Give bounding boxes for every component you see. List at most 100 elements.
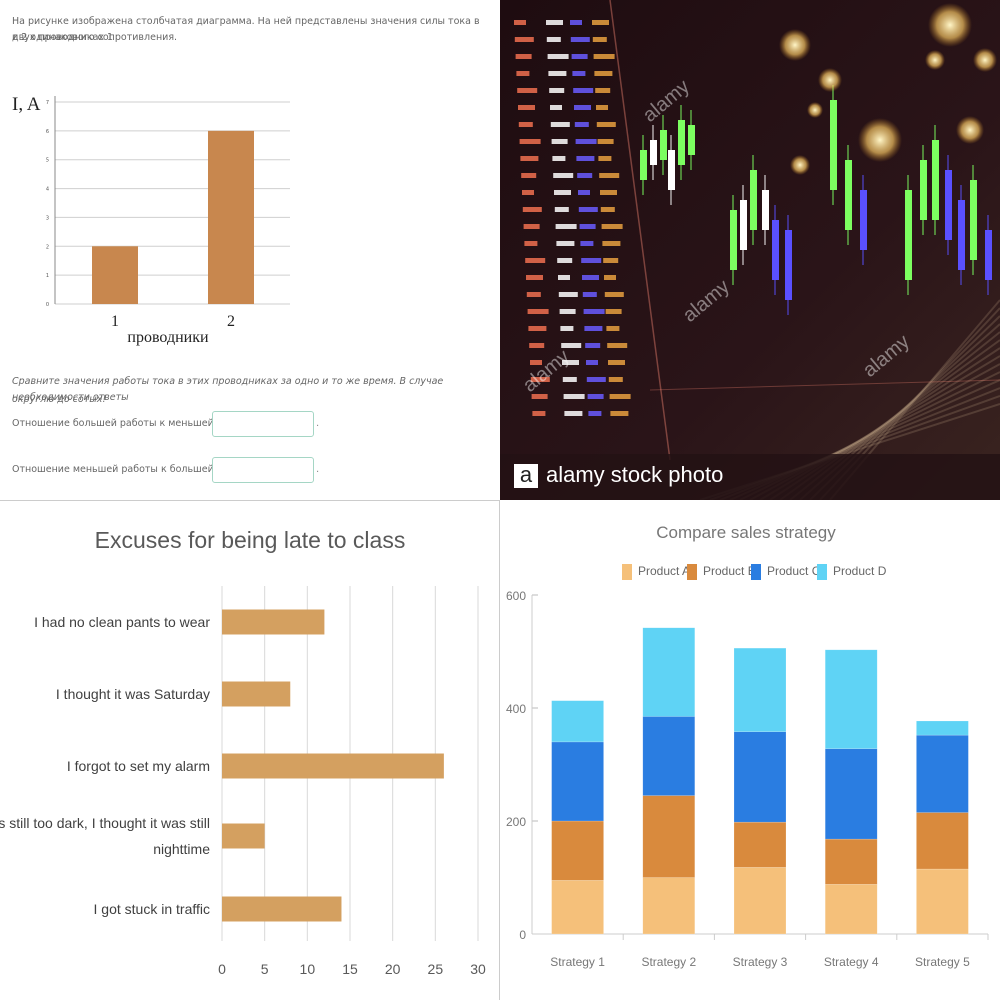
y-tick-label: 6 xyxy=(46,129,49,135)
ticker-number xyxy=(580,241,594,246)
ticker-number xyxy=(547,54,569,59)
y-tick-label: 0 xyxy=(46,302,49,308)
candlestick xyxy=(660,130,667,160)
bar-conductor-2 xyxy=(208,130,254,304)
bar-excuse-1 xyxy=(222,609,325,635)
ticker-number xyxy=(570,20,582,25)
ticker-number xyxy=(550,105,562,110)
ticker-number xyxy=(582,292,597,297)
bokeh-light xyxy=(973,48,997,72)
x-tick-label: Strategy 2 xyxy=(641,955,696,969)
ticker-number xyxy=(581,258,602,263)
ticker-number xyxy=(561,343,582,348)
ticker-number xyxy=(532,411,546,416)
y-tick-label: 600 xyxy=(506,589,526,603)
ticker-number xyxy=(548,71,567,76)
ticker-number xyxy=(553,173,574,178)
bokeh-light xyxy=(807,102,823,118)
ticker-number xyxy=(579,224,596,229)
x-tick-label: 5 xyxy=(261,961,269,977)
bokeh-light xyxy=(925,50,945,70)
x-tick-label: 0 xyxy=(218,961,226,977)
x-tick-label: 2 xyxy=(227,313,235,330)
bokeh-light xyxy=(858,118,902,162)
intro-line-1: На рисунке изображена столбчатая диаграм… xyxy=(12,16,480,43)
bokeh-light xyxy=(818,68,842,92)
x-tick-label: 25 xyxy=(428,961,444,977)
bar-excuse-5 xyxy=(222,896,342,922)
ticker-number xyxy=(564,411,583,416)
ticker-number xyxy=(592,20,609,25)
bar-segment-product-d xyxy=(916,720,969,736)
field1-label: Отношение большей работы к меньшей равно xyxy=(12,418,247,429)
field1-suffix: . xyxy=(316,418,320,429)
candlestick xyxy=(750,170,757,230)
x-tick-label: 10 xyxy=(300,961,316,977)
y-tick-label: 1 xyxy=(46,273,49,279)
ticker-number xyxy=(514,37,534,42)
bokeh-light xyxy=(779,29,811,61)
ticker-number xyxy=(598,156,612,161)
grid-line xyxy=(609,0,671,461)
y-axis-label: I, A xyxy=(12,94,41,115)
ticker-number xyxy=(522,207,542,212)
ticker-number xyxy=(514,20,526,25)
ticker-number xyxy=(522,190,534,195)
y-tick-label: 3 xyxy=(46,215,49,221)
bar-segment-product-b xyxy=(642,795,696,878)
bar-segment-product-b xyxy=(551,820,604,881)
y-tick-label: 0 xyxy=(519,928,526,942)
ticker-number xyxy=(526,275,543,280)
bar-segment-product-d xyxy=(733,647,787,732)
y-tick-label: 7 xyxy=(46,100,49,106)
ticker-number xyxy=(576,156,595,161)
candlestick xyxy=(740,200,747,250)
ticker-number xyxy=(570,37,590,42)
bar-segment-product-d xyxy=(824,649,878,749)
ticker-number xyxy=(592,37,607,42)
ticker-number xyxy=(526,292,541,297)
x-tick-label: Strategy 5 xyxy=(915,955,970,969)
ticker-number xyxy=(608,360,625,365)
ticker-number xyxy=(530,377,550,382)
larger-to-smaller-input[interactable] xyxy=(212,411,314,437)
legend-swatch xyxy=(622,564,632,580)
smaller-to-larger-input[interactable] xyxy=(212,457,314,483)
candlestick xyxy=(730,210,737,270)
x-tick-label: 20 xyxy=(385,961,401,977)
ticker-number xyxy=(574,105,591,110)
ticker-number xyxy=(528,326,547,331)
ticker-number xyxy=(583,309,605,314)
candlestick xyxy=(905,190,912,280)
ticker-number xyxy=(595,88,611,93)
legend-label: Product C xyxy=(767,564,821,578)
candlestick-photo-image xyxy=(500,0,1000,500)
sales-chart-panel: Compare sales strategy 0 200 400 600 Strategy… xyxy=(500,500,1000,1000)
photo-background xyxy=(500,0,1000,500)
bar-excuse-4 xyxy=(222,823,265,849)
legend-label: Product B xyxy=(703,564,756,578)
ticker-number xyxy=(596,105,608,110)
category-label: I got stuck in traffic xyxy=(94,901,210,917)
ticker-number xyxy=(554,207,569,212)
y-tick-label: 2 xyxy=(46,244,49,250)
bar-excuse-3 xyxy=(222,753,444,779)
x-tick-label: Strategy 4 xyxy=(824,955,879,969)
category-label: I had no clean pants to wear xyxy=(34,614,210,630)
ticker-number xyxy=(599,173,620,178)
bar-segment-product-b xyxy=(733,821,787,868)
ticker-number xyxy=(524,241,538,246)
x-tick-label: Strategy 1 xyxy=(550,955,605,969)
candlestick xyxy=(860,190,867,250)
ticker-number xyxy=(586,360,598,365)
ticker-number xyxy=(604,292,624,297)
candlestick xyxy=(650,140,657,165)
bokeh-light xyxy=(928,3,972,47)
candlestick xyxy=(688,125,695,155)
y-tick-label: 4 xyxy=(46,187,49,193)
y-tick-label: 5 xyxy=(46,158,49,164)
ticker-number xyxy=(516,71,530,76)
excuses-chart-panel: Excuses for being late to class 0 5 10 15 20 2… xyxy=(0,500,500,1000)
ticker-number xyxy=(582,275,599,280)
ticker-number xyxy=(562,360,579,365)
